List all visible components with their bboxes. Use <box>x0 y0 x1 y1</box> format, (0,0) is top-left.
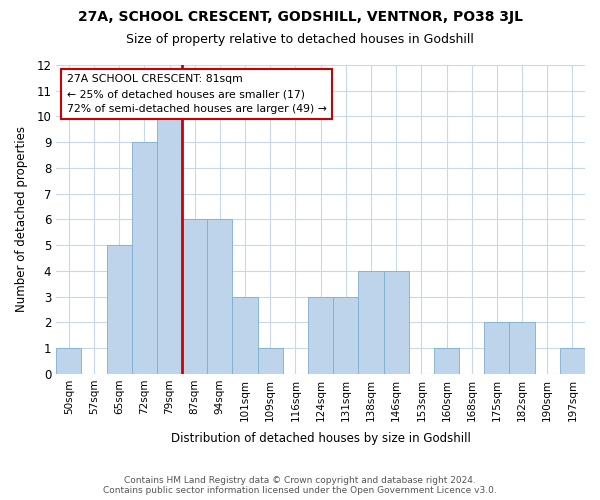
Bar <box>434 348 459 374</box>
Bar <box>308 296 333 374</box>
Bar <box>157 116 182 374</box>
Text: 27A, SCHOOL CRESCENT, GODSHILL, VENTNOR, PO38 3JL: 27A, SCHOOL CRESCENT, GODSHILL, VENTNOR,… <box>77 10 523 24</box>
Bar <box>132 142 157 374</box>
Bar <box>358 271 383 374</box>
Text: Size of property relative to detached houses in Godshill: Size of property relative to detached ho… <box>126 32 474 46</box>
Bar <box>232 296 257 374</box>
Bar <box>257 348 283 374</box>
Text: Contains HM Land Registry data © Crown copyright and database right 2024.
Contai: Contains HM Land Registry data © Crown c… <box>103 476 497 495</box>
Bar <box>333 296 358 374</box>
Bar <box>484 322 509 374</box>
Text: 27A SCHOOL CRESCENT: 81sqm
← 25% of detached houses are smaller (17)
72% of semi: 27A SCHOOL CRESCENT: 81sqm ← 25% of deta… <box>67 74 326 114</box>
Bar <box>560 348 585 374</box>
Bar <box>509 322 535 374</box>
Bar <box>383 271 409 374</box>
Bar <box>107 245 132 374</box>
Y-axis label: Number of detached properties: Number of detached properties <box>15 126 28 312</box>
Bar <box>182 220 207 374</box>
X-axis label: Distribution of detached houses by size in Godshill: Distribution of detached houses by size … <box>170 432 470 445</box>
Bar <box>207 220 232 374</box>
Bar <box>56 348 82 374</box>
